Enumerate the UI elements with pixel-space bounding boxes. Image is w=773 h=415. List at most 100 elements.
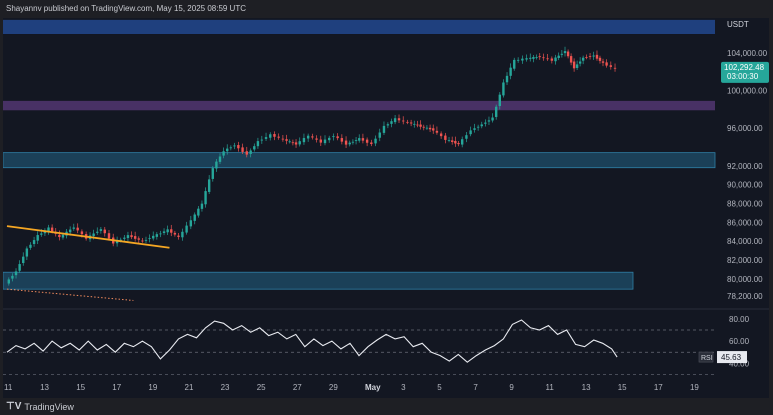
brand-logo[interactable]: ⊤V TradingView bbox=[6, 401, 74, 412]
candle-body bbox=[374, 139, 376, 144]
header-bar: Shayannv published on TradingView.com, M… bbox=[0, 0, 773, 18]
candle-body bbox=[358, 138, 360, 141]
candle-body bbox=[246, 151, 248, 154]
candle-body bbox=[465, 135, 467, 139]
candle-body bbox=[130, 235, 132, 237]
time-tick-label: 29 bbox=[329, 383, 338, 392]
candle-body bbox=[253, 146, 255, 149]
dotted-trendline bbox=[7, 289, 133, 300]
candle-body bbox=[58, 235, 60, 237]
candle-body bbox=[33, 240, 35, 244]
candle-body bbox=[215, 162, 217, 169]
time-tick-label: 27 bbox=[293, 383, 302, 392]
candle-body bbox=[362, 138, 364, 141]
price-tick-label: 82,000.00 bbox=[727, 256, 763, 265]
candle-body bbox=[277, 137, 279, 138]
candle-body bbox=[454, 141, 456, 144]
candle-body bbox=[222, 151, 224, 155]
time-tick-label: 5 bbox=[437, 383, 442, 392]
candle-body bbox=[599, 58, 601, 61]
candle-body bbox=[579, 61, 581, 63]
candle-body bbox=[194, 215, 196, 221]
publisher-text: Shayannv published on TradingView.com, M… bbox=[6, 4, 246, 13]
candle-body bbox=[104, 230, 106, 234]
candle-body bbox=[444, 136, 446, 140]
support-resistance-zone bbox=[3, 272, 633, 289]
candle-body bbox=[413, 124, 415, 125]
time-tick-label: 25 bbox=[257, 383, 266, 392]
candle-body bbox=[336, 136, 338, 138]
candle-body bbox=[22, 257, 24, 263]
candle-body bbox=[141, 241, 143, 242]
rsi-tick-label: 80.00 bbox=[729, 315, 750, 324]
price-tick-label: 104,000.00 bbox=[727, 49, 768, 58]
candle-body bbox=[570, 56, 572, 63]
candle-body bbox=[416, 125, 418, 126]
candle-body bbox=[345, 141, 347, 145]
candle-body bbox=[77, 228, 79, 231]
candle-body bbox=[410, 123, 412, 124]
price-tick-label: 96,000.00 bbox=[727, 124, 763, 133]
candle-body bbox=[406, 122, 408, 123]
candle-body bbox=[127, 235, 129, 238]
candle-body bbox=[506, 76, 508, 82]
price-tick-label: 80,000.00 bbox=[727, 275, 763, 284]
candle-body bbox=[573, 62, 575, 69]
time-tick-label: 17 bbox=[654, 383, 663, 392]
rsi-tick-label: 60.00 bbox=[729, 337, 750, 346]
candle-body bbox=[96, 232, 98, 233]
candle-body bbox=[212, 168, 214, 179]
candle-body bbox=[92, 234, 94, 237]
candle-body bbox=[585, 57, 587, 58]
candle-body bbox=[8, 279, 10, 283]
candle-body bbox=[457, 143, 459, 144]
candle-body bbox=[592, 56, 594, 57]
candle-body bbox=[521, 59, 523, 61]
candle-body bbox=[495, 107, 497, 117]
candle-body bbox=[36, 235, 38, 241]
candle-body bbox=[185, 226, 187, 233]
price-tick-label: 88,000.00 bbox=[727, 199, 763, 208]
candle-body bbox=[307, 136, 309, 139]
rsi-name-label: RSI bbox=[701, 355, 713, 362]
time-tick-label: 21 bbox=[185, 383, 194, 392]
candle-body bbox=[328, 138, 330, 140]
candle-body bbox=[564, 51, 566, 53]
footer-bar: ⊤V TradingView bbox=[0, 398, 773, 415]
candle-body bbox=[315, 138, 317, 139]
candle-body bbox=[18, 264, 20, 271]
candle-body bbox=[285, 139, 287, 141]
candle-body bbox=[163, 231, 165, 233]
candle-body bbox=[436, 131, 438, 133]
candle-body bbox=[311, 136, 313, 137]
candle-body bbox=[539, 56, 541, 57]
candle-body bbox=[269, 134, 271, 137]
candle-body bbox=[51, 228, 53, 232]
time-tick-label: 3 bbox=[401, 383, 406, 392]
candle-body bbox=[440, 133, 442, 136]
support-resistance-zone bbox=[3, 101, 715, 110]
candle-body bbox=[159, 233, 161, 234]
price-chart[interactable]: USDT104,000.00100,000.0096,000.0092,000.… bbox=[3, 18, 769, 398]
candle-body bbox=[546, 58, 548, 59]
candle-body bbox=[502, 82, 504, 95]
candle-body bbox=[567, 52, 569, 57]
candle-body bbox=[582, 58, 584, 61]
support-resistance-zone bbox=[3, 153, 715, 168]
time-tick-label: 23 bbox=[221, 383, 230, 392]
candle-body bbox=[62, 235, 64, 238]
candle-body bbox=[448, 140, 450, 141]
candle-body bbox=[226, 149, 228, 152]
candle-body bbox=[152, 236, 154, 239]
candle-body bbox=[26, 248, 28, 256]
candle-body bbox=[320, 140, 322, 143]
candle-body bbox=[477, 127, 479, 128]
candle-body bbox=[596, 55, 598, 59]
candle-body bbox=[73, 228, 75, 229]
candle-body bbox=[332, 136, 334, 137]
candle-body bbox=[535, 57, 537, 58]
candle-body bbox=[352, 142, 354, 143]
chart-area[interactable]: USDT104,000.00100,000.0096,000.0092,000.… bbox=[3, 18, 769, 398]
candle-body bbox=[241, 147, 243, 151]
candle-body bbox=[69, 230, 71, 233]
